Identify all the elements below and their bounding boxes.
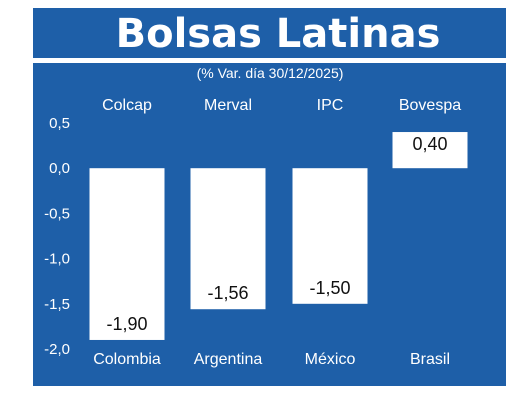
bar (190, 168, 266, 310)
index-label: IPC (317, 97, 344, 114)
category-label: Brasil (410, 351, 450, 368)
index-label: Colcap (102, 97, 152, 114)
bar (292, 168, 368, 304)
y-tick-label: -0,5 (44, 205, 70, 222)
chart-subtitle: (% Var. día 30/12/2025) (197, 65, 344, 81)
category-label: Colombia (93, 351, 161, 368)
index-label: Bovespa (399, 97, 461, 114)
title-divider (33, 58, 506, 63)
value-label: -1,90 (106, 314, 147, 334)
value-label: 0,40 (412, 134, 447, 154)
index-label: Merval (204, 97, 252, 114)
value-label: -1,56 (207, 283, 248, 303)
y-tick-label: -1,5 (44, 296, 70, 313)
category-label: Argentina (194, 351, 263, 368)
bar (89, 168, 165, 340)
category-label: México (305, 351, 356, 368)
bar (392, 132, 468, 169)
y-tick-label: 0,5 (49, 115, 70, 132)
chart-title: Bolsas Latinas (116, 11, 441, 57)
y-tick-label: -1,0 (44, 251, 70, 268)
value-label: -1,50 (309, 278, 350, 298)
y-tick-label: 0,0 (49, 160, 70, 177)
y-tick-label: -2,0 (44, 341, 70, 358)
